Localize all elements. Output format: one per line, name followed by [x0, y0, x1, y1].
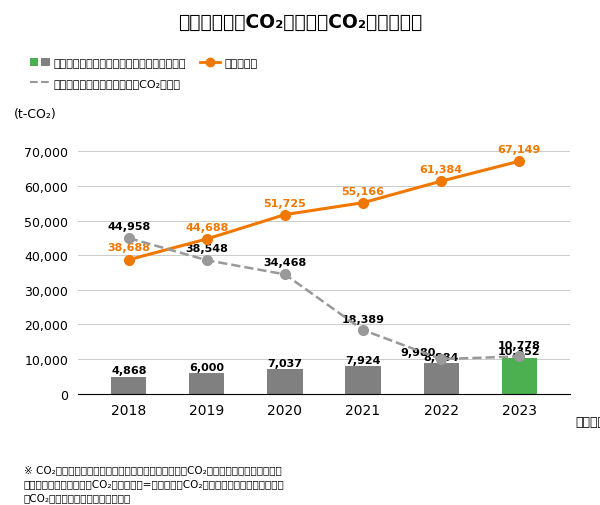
Text: 7,037: 7,037 — [268, 358, 302, 368]
Text: 8,884: 8,884 — [424, 352, 459, 362]
Text: 9,980: 9,980 — [400, 347, 436, 358]
Text: 61,384: 61,384 — [419, 165, 463, 175]
Text: （年度）: （年度） — [575, 415, 600, 428]
Text: 51,725: 51,725 — [263, 198, 307, 208]
Text: 44,958: 44,958 — [107, 222, 151, 232]
Text: 10,352: 10,352 — [498, 347, 541, 357]
Text: 島津グループCO₂排出量とCO₂削減貢献量: 島津グループCO₂排出量とCO₂削減貢献量 — [178, 13, 422, 32]
Text: 67,149: 67,149 — [497, 145, 541, 155]
Bar — [502, 358, 537, 394]
Text: 18,389: 18,389 — [341, 314, 385, 324]
Text: 44,688: 44,688 — [185, 223, 229, 233]
Text: 38,548: 38,548 — [185, 244, 228, 254]
Text: 38,688: 38,688 — [107, 242, 150, 252]
Text: 10,778: 10,778 — [498, 340, 541, 350]
Bar — [111, 377, 146, 394]
Legend: 年度内に新規に販売された製品の削減貢献量, 市場累計量: 年度内に新規に販売された製品の削減貢献量, 市場累計量 — [29, 59, 257, 69]
Bar — [346, 367, 380, 394]
Text: 7,924: 7,924 — [345, 355, 381, 365]
Bar — [424, 363, 459, 394]
Text: 6,000: 6,000 — [190, 362, 224, 372]
Text: 4,868: 4,868 — [111, 366, 146, 376]
Bar — [268, 370, 302, 394]
Text: (t-CO₂): (t-CO₂) — [14, 108, 57, 121]
Legend: 島津グループエネルギー起因CO₂排出量: 島津グループエネルギー起因CO₂排出量 — [29, 79, 181, 89]
Bar — [189, 373, 224, 394]
Text: 55,166: 55,166 — [341, 186, 385, 196]
Text: 34,468: 34,468 — [263, 258, 307, 268]
Text: ※ CO₂削減貢献量：当社の製品の使用により、顧客のCO₂排出量を従来よりも削減さ
せた量のこと。計算式「CO₂削減貢献量=従来製品のCO₂排出量（トン／年）－: ※ CO₂削減貢献量：当社の製品の使用により、顧客のCO₂排出量を従来よりも削減… — [24, 465, 285, 502]
